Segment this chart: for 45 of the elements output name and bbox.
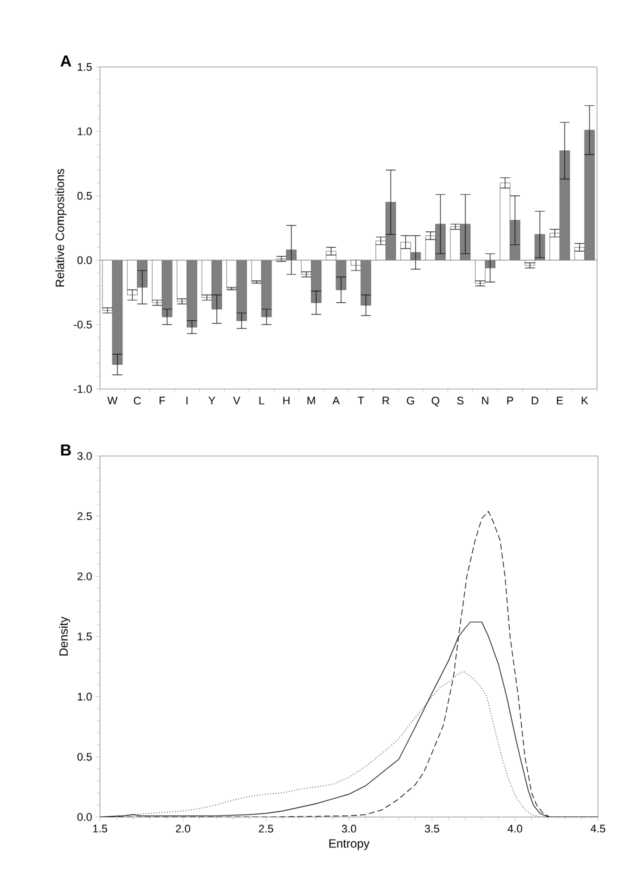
y-tick-label: 1.5 <box>78 632 92 640</box>
x-tick-label: M <box>308 396 315 404</box>
x-tick-label: C <box>134 396 141 405</box>
x-tick-label: R <box>382 396 390 404</box>
y-tick-label: 0.5 <box>77 752 92 761</box>
y-tick-label: -0.5 <box>74 320 92 328</box>
x-tick-label: V <box>233 396 240 404</box>
y-tick-label: -1.0 <box>74 385 92 393</box>
x-tick-label: Q <box>432 396 440 406</box>
y-tick-label: 1.0 <box>78 128 92 136</box>
x-tick-label: Y <box>208 396 216 404</box>
x-tick-label: D <box>532 396 538 404</box>
x-tick-label: H <box>283 396 290 404</box>
y-axis-title: Density <box>59 616 70 656</box>
x-tick-label: I <box>186 396 188 404</box>
chart-title: A <box>60 56 72 66</box>
x-tick-label: 2.0 <box>176 824 190 833</box>
y-tick-label: 0.0 <box>77 813 92 821</box>
x-tick-label: 4.0 <box>508 824 522 833</box>
x-tick-label: T <box>358 396 364 404</box>
y-tick-label: 2.5 <box>78 512 92 520</box>
x-tick-label: S <box>457 396 464 405</box>
y-tick-label: 3.0 <box>77 452 92 460</box>
x-tick-label: 1.5 <box>93 824 108 832</box>
y-tick-label: 0.0 <box>77 256 92 264</box>
x-tick-label: 2.5 <box>258 824 274 833</box>
x-tick-label: A <box>332 396 340 404</box>
chart-title: B <box>61 444 71 456</box>
y-tick-label: 1.0 <box>78 692 92 701</box>
x-tick-label: 3.0 <box>342 824 356 833</box>
y-tick-label: 0.5 <box>77 192 92 200</box>
x-tick-label: 4.5 <box>590 824 606 832</box>
y-axis-title: Relative Compositions <box>55 168 67 286</box>
x-tick-label: G <box>406 396 414 405</box>
x-tick-label: L <box>259 396 264 404</box>
x-axis-title: Entropy <box>329 839 370 850</box>
x-tick-label: N <box>482 396 488 404</box>
x-tick-label: E <box>556 396 563 404</box>
x-tick-label: K <box>582 396 588 404</box>
x-tick-label: 3.5 <box>424 824 440 833</box>
x-tick-label: W <box>107 396 118 404</box>
y-tick-label: 1.5 <box>78 63 92 71</box>
y-tick-label: 2.0 <box>78 572 92 580</box>
x-tick-label: F <box>160 396 166 404</box>
x-tick-label: P <box>507 396 514 404</box>
